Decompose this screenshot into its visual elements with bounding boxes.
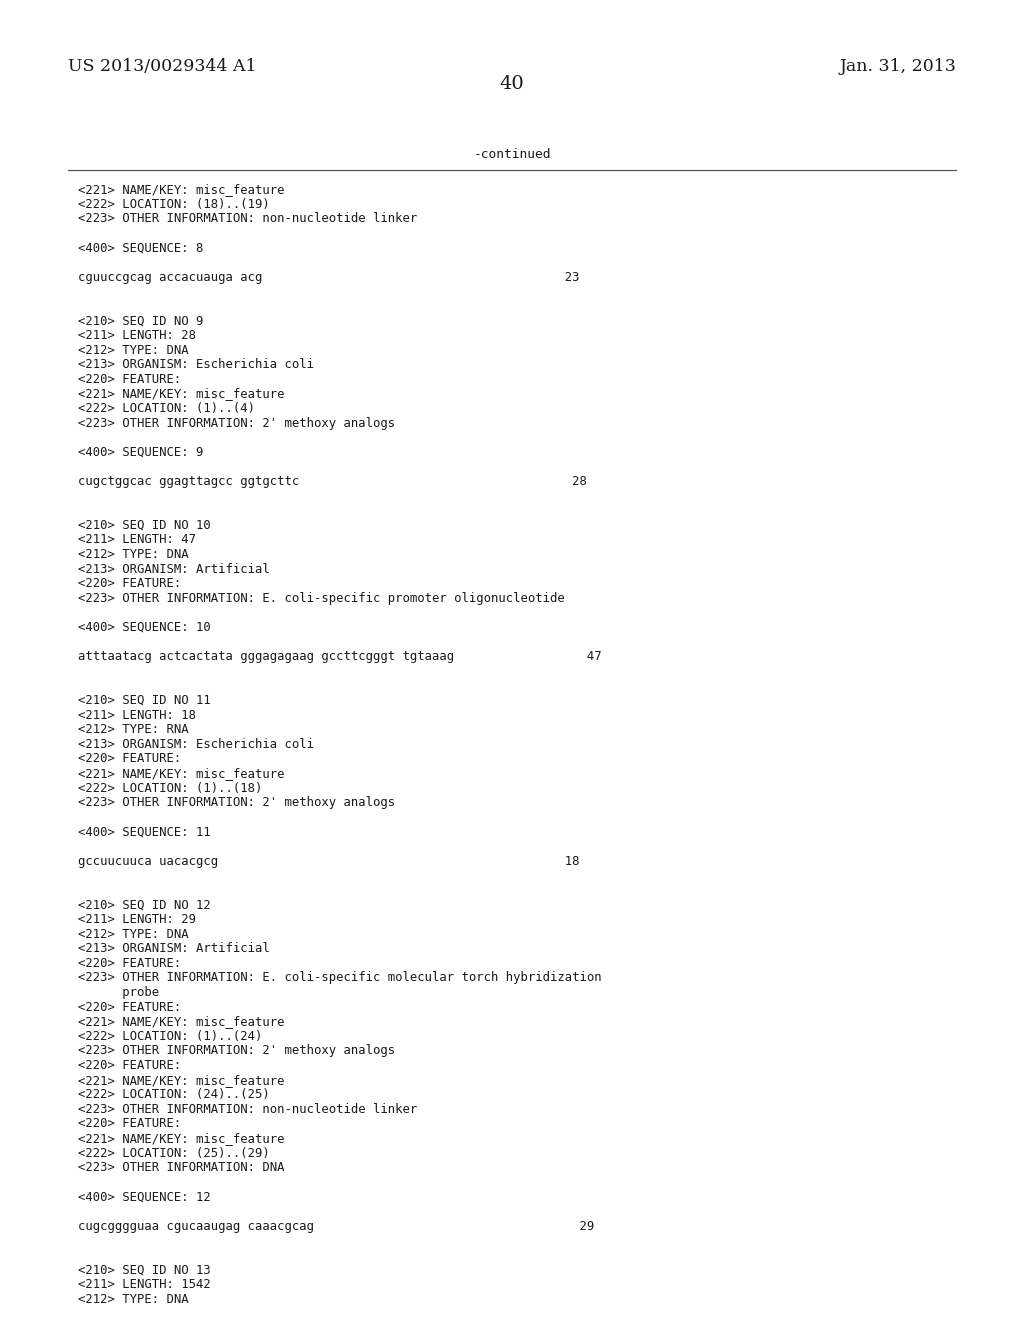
Text: <212> TYPE: RNA: <212> TYPE: RNA [78,723,188,737]
Text: <211> LENGTH: 28: <211> LENGTH: 28 [78,329,196,342]
Text: probe: probe [78,986,159,999]
Text: <223> OTHER INFORMATION: 2' methoxy analogs: <223> OTHER INFORMATION: 2' methoxy anal… [78,796,395,809]
Text: <220> FEATURE:: <220> FEATURE: [78,372,181,385]
Text: <211> LENGTH: 18: <211> LENGTH: 18 [78,709,196,722]
Text: <220> FEATURE:: <220> FEATURE: [78,1059,181,1072]
Text: <222> LOCATION: (18)..(19): <222> LOCATION: (18)..(19) [78,198,269,211]
Text: cguuccgcag accacuauga acg                                         23: cguuccgcag accacuauga acg 23 [78,271,580,284]
Text: <212> TYPE: DNA: <212> TYPE: DNA [78,1292,188,1305]
Text: <222> LOCATION: (1)..(18): <222> LOCATION: (1)..(18) [78,781,262,795]
Text: <213> ORGANISM: Escherichia coli: <213> ORGANISM: Escherichia coli [78,358,314,371]
Text: <223> OTHER INFORMATION: non-nucleotide linker: <223> OTHER INFORMATION: non-nucleotide … [78,213,417,226]
Text: <223> OTHER INFORMATION: E. coli-specific promoter oligonucleotide: <223> OTHER INFORMATION: E. coli-specifi… [78,591,565,605]
Text: <400> SEQUENCE: 12: <400> SEQUENCE: 12 [78,1191,211,1204]
Text: Jan. 31, 2013: Jan. 31, 2013 [839,58,956,75]
Text: <220> FEATURE:: <220> FEATURE: [78,1118,181,1130]
Text: <220> FEATURE:: <220> FEATURE: [78,577,181,590]
Text: <213> ORGANISM: Artificial: <213> ORGANISM: Artificial [78,562,269,576]
Text: <400> SEQUENCE: 8: <400> SEQUENCE: 8 [78,242,204,255]
Text: <211> LENGTH: 47: <211> LENGTH: 47 [78,533,196,546]
Text: cugcgggguaa cgucaaugag caaacgcag                                    29: cugcgggguaa cgucaaugag caaacgcag 29 [78,1220,594,1233]
Text: <210> SEQ ID NO 9: <210> SEQ ID NO 9 [78,314,204,327]
Text: <220> FEATURE:: <220> FEATURE: [78,957,181,970]
Text: <212> TYPE: DNA: <212> TYPE: DNA [78,928,188,941]
Text: <223> OTHER INFORMATION: E. coli-specific molecular torch hybridization: <223> OTHER INFORMATION: E. coli-specifi… [78,972,602,985]
Text: <400> SEQUENCE: 11: <400> SEQUENCE: 11 [78,825,211,838]
Text: <210> SEQ ID NO 11: <210> SEQ ID NO 11 [78,694,211,708]
Text: <212> TYPE: DNA: <212> TYPE: DNA [78,343,188,356]
Text: <221> NAME/KEY: misc_feature: <221> NAME/KEY: misc_feature [78,1133,285,1144]
Text: gccuucuuca uacacgcg                                               18: gccuucuuca uacacgcg 18 [78,854,580,867]
Text: <211> LENGTH: 29: <211> LENGTH: 29 [78,913,196,927]
Text: <221> NAME/KEY: misc_feature: <221> NAME/KEY: misc_feature [78,387,285,400]
Text: <213> ORGANISM: Artificial: <213> ORGANISM: Artificial [78,942,269,956]
Text: <223> OTHER INFORMATION: 2' methoxy analogs: <223> OTHER INFORMATION: 2' methoxy anal… [78,1044,395,1057]
Text: <222> LOCATION: (1)..(4): <222> LOCATION: (1)..(4) [78,403,255,414]
Text: <221> NAME/KEY: misc_feature: <221> NAME/KEY: misc_feature [78,767,285,780]
Text: <220> FEATURE:: <220> FEATURE: [78,752,181,766]
Text: <223> OTHER INFORMATION: non-nucleotide linker: <223> OTHER INFORMATION: non-nucleotide … [78,1102,417,1115]
Text: <221> NAME/KEY: misc_feature: <221> NAME/KEY: misc_feature [78,1015,285,1028]
Text: <211> LENGTH: 1542: <211> LENGTH: 1542 [78,1278,211,1291]
Text: <222> LOCATION: (1)..(24): <222> LOCATION: (1)..(24) [78,1030,262,1043]
Text: <400> SEQUENCE: 10: <400> SEQUENCE: 10 [78,620,211,634]
Text: <210> SEQ ID NO 10: <210> SEQ ID NO 10 [78,519,211,532]
Text: <210> SEQ ID NO 13: <210> SEQ ID NO 13 [78,1263,211,1276]
Text: <212> TYPE: DNA: <212> TYPE: DNA [78,548,188,561]
Text: <222> LOCATION: (25)..(29): <222> LOCATION: (25)..(29) [78,1147,269,1159]
Text: <223> OTHER INFORMATION: DNA: <223> OTHER INFORMATION: DNA [78,1162,285,1175]
Text: cugctggcac ggagttagcc ggtgcttc                                     28: cugctggcac ggagttagcc ggtgcttc 28 [78,475,587,488]
Text: -continued: -continued [473,148,551,161]
Text: <222> LOCATION: (24)..(25): <222> LOCATION: (24)..(25) [78,1088,269,1101]
Text: <220> FEATURE:: <220> FEATURE: [78,1001,181,1014]
Text: <221> NAME/KEY: misc_feature: <221> NAME/KEY: misc_feature [78,1073,285,1086]
Text: <213> ORGANISM: Escherichia coli: <213> ORGANISM: Escherichia coli [78,738,314,751]
Text: atttaatacg actcactata gggagagaag gccttcgggt tgtaaag                  47: atttaatacg actcactata gggagagaag gccttcg… [78,651,602,663]
Text: <221> NAME/KEY: misc_feature: <221> NAME/KEY: misc_feature [78,183,285,195]
Text: <223> OTHER INFORMATION: 2' methoxy analogs: <223> OTHER INFORMATION: 2' methoxy anal… [78,417,395,429]
Text: 40: 40 [500,75,524,92]
Text: <400> SEQUENCE: 9: <400> SEQUENCE: 9 [78,446,204,459]
Text: US 2013/0029344 A1: US 2013/0029344 A1 [68,58,256,75]
Text: <210> SEQ ID NO 12: <210> SEQ ID NO 12 [78,899,211,911]
